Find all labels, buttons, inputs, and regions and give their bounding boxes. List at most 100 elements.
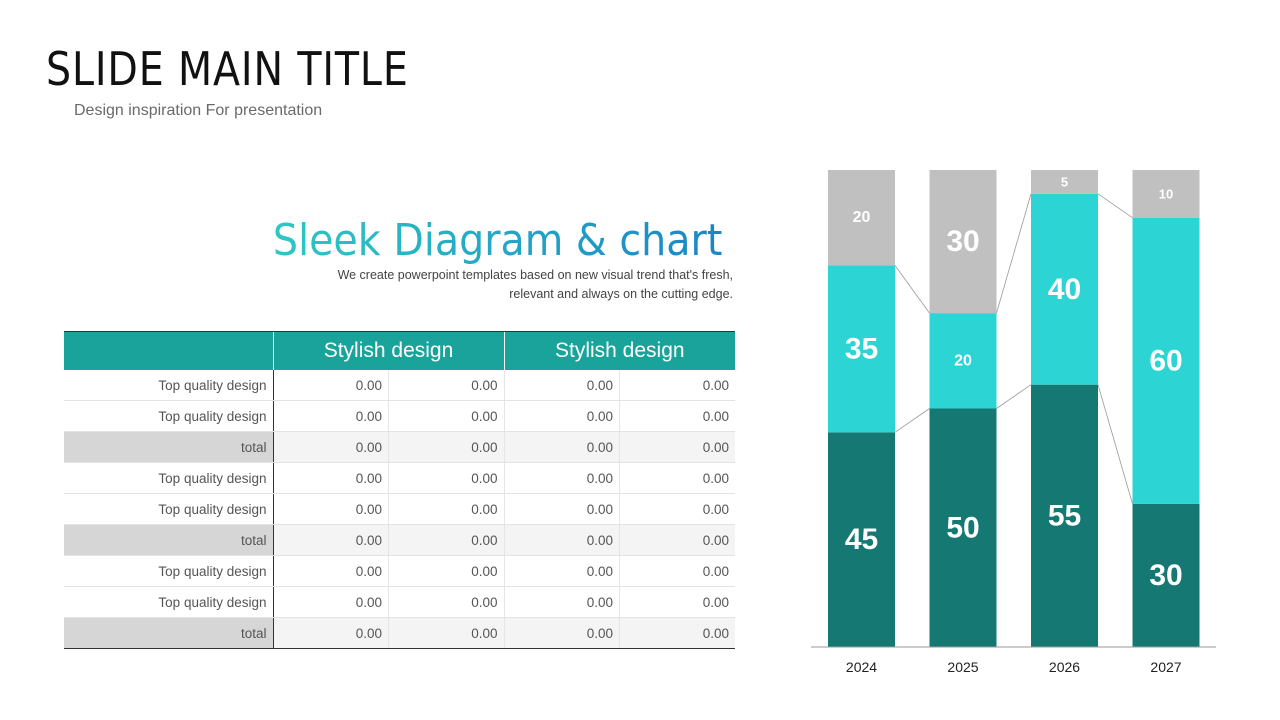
bar-segment — [1132, 217, 1200, 504]
connector-line — [1097, 193, 1133, 219]
data-label: 45 — [845, 523, 878, 556]
table-body: Top quality design 0.00 0.00 0.00 0.00 Top qu… — [64, 370, 736, 649]
data-label: 40 — [1048, 273, 1081, 306]
chart-svg: 45 35 20 2024 50 20 30 2025 55 40 5 2026 30 60 10 2027 — [811, 170, 1216, 675]
table-cell: 0.00 — [272, 555, 389, 587]
table-row: Top quality design 0.00 0.00 0.00 0.00 — [64, 462, 736, 494]
x-tick-label: 2024 — [846, 659, 877, 675]
section-title-text: Sleek Diagram & chart — [272, 215, 722, 266]
table-row: Top quality design 0.00 0.00 0.00 0.00 — [64, 493, 736, 525]
row-label: Top quality design — [64, 586, 274, 618]
x-tick-label: 2026 — [1049, 659, 1080, 675]
table-cell: 0.00 — [272, 400, 389, 432]
x-tick-label: 2025 — [947, 659, 978, 675]
connector-line — [894, 265, 930, 314]
table-cell: 0.00 — [619, 493, 736, 525]
table-header-blank — [64, 331, 273, 370]
bar-segment — [929, 313, 997, 409]
bar-segment — [1031, 384, 1098, 647]
connector-line — [894, 408, 930, 433]
slide-title: SLIDE MAIN TITLE — [46, 42, 409, 96]
data-label: 55 — [1048, 499, 1081, 532]
row-label: Top quality design — [64, 462, 274, 494]
table-cell: 0.00 — [503, 555, 620, 587]
bar-segment — [828, 432, 895, 647]
table-cell: 0.00 — [388, 617, 505, 649]
data-label: 10 — [1159, 186, 1173, 201]
table-cell: 0.00 — [503, 370, 620, 401]
table-cell: 0.00 — [272, 524, 389, 556]
table-cell: 0.00 — [619, 586, 736, 618]
table-cell: 0.00 — [272, 493, 389, 525]
table-cell: 0.00 — [388, 493, 505, 525]
bar-segment — [1031, 170, 1098, 194]
stacked-bar-chart: 45 35 20 2024 50 20 30 2025 55 40 5 2026 30 60 10 2027 — [806, 160, 1226, 690]
slide-subtitle: Design inspiration For presentation — [74, 102, 323, 119]
x-tick-label: 2027 — [1150, 659, 1181, 675]
bar-segment — [1132, 503, 1200, 647]
table-cell: 0.00 — [503, 617, 620, 649]
table-cell: 0.00 — [388, 586, 505, 618]
table-cell: 0.00 — [503, 524, 620, 556]
table-group-header: Stylish design — [503, 331, 736, 370]
table-total-row: total 0.00 0.00 0.00 0.00 — [64, 431, 736, 463]
data-label: 60 — [1149, 344, 1182, 377]
table-header-row: Stylish design Stylish design — [64, 331, 736, 370]
table-cell: 0.00 — [503, 431, 620, 463]
table-cell: 0.00 — [503, 462, 620, 494]
table-cell: 0.00 — [619, 370, 736, 401]
bar-segment — [929, 170, 997, 314]
bar-segment — [828, 265, 895, 433]
bar-segment — [828, 170, 895, 266]
data-label: 20 — [954, 352, 972, 369]
table-cell: 0.00 — [272, 431, 389, 463]
table-cell: 0.00 — [503, 586, 620, 618]
table-cell: 0.00 — [388, 555, 505, 587]
row-label: total — [64, 524, 274, 556]
table-cell: 0.00 — [619, 617, 736, 649]
data-label: 5 — [1061, 174, 1068, 189]
row-label: total — [64, 431, 274, 463]
data-label: 20 — [853, 209, 871, 226]
row-label: Top quality design — [64, 493, 274, 525]
row-label: Top quality design — [64, 555, 274, 587]
table-cell: 0.00 — [272, 586, 389, 618]
data-label: 35 — [845, 332, 878, 365]
table-cell: 0.00 — [388, 431, 505, 463]
table-row: Top quality design 0.00 0.00 0.00 0.00 — [64, 586, 736, 618]
table-row: Top quality design 0.00 0.00 0.00 0.00 — [64, 400, 736, 432]
connector-line — [996, 193, 1032, 314]
table-cell: 0.00 — [503, 400, 620, 432]
table-cell: 0.00 — [619, 524, 736, 556]
section-description: We create powerpoint templates based on … — [273, 266, 733, 304]
data-label: 30 — [946, 225, 979, 258]
section-description-line-1: We create powerpoint templates based on … — [337, 268, 733, 282]
table-cell: 0.00 — [388, 462, 505, 494]
row-label: Top quality design — [64, 370, 274, 401]
table-cell: 0.00 — [619, 462, 736, 494]
section-title: Sleek Diagram & chart — [273, 215, 722, 266]
bar-segment — [1031, 193, 1098, 385]
table-row: Top quality design 0.00 0.00 0.00 0.00 — [64, 370, 736, 401]
row-label: Top quality design — [64, 400, 274, 432]
table-cell: 0.00 — [388, 370, 505, 401]
bar-segment — [929, 408, 997, 647]
table-cell: 0.00 — [272, 370, 389, 401]
table-total-row: total 0.00 0.00 0.00 0.00 — [64, 524, 736, 556]
section-description-line-2: relevant and always on the cutting edge. — [509, 287, 733, 301]
connector-line — [1097, 384, 1133, 505]
table-row: Top quality design 0.00 0.00 0.00 0.00 — [64, 555, 736, 587]
data-label: 30 — [1149, 559, 1182, 592]
data-label: 50 — [946, 511, 979, 544]
table-cell: 0.00 — [503, 493, 620, 525]
table-cell: 0.00 — [272, 462, 389, 494]
table-cell: 0.00 — [619, 400, 736, 432]
table-cell: 0.00 — [388, 524, 505, 556]
table-total-row: total 0.00 0.00 0.00 0.00 — [64, 617, 736, 649]
table-cell: 0.00 — [388, 400, 505, 432]
table-cell: 0.00 — [619, 555, 736, 587]
row-label: total — [64, 617, 274, 649]
bar-segment — [1132, 170, 1200, 218]
data-table: Stylish design Stylish design Top qualit… — [64, 331, 736, 649]
table-group-header: Stylish design — [272, 331, 505, 370]
